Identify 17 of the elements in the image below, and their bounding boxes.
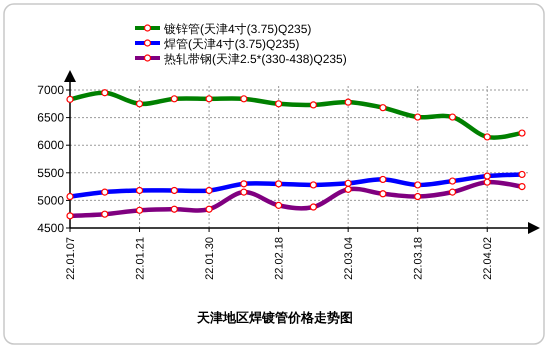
legend-label: 镀锌管(天津4寸(3.75)Q235)	[163, 22, 312, 36]
text: 天津地区焊镀管价格走势图	[196, 310, 353, 325]
y-tick-label: 4500	[37, 221, 64, 235]
x-tick-label: 22.01.30	[204, 237, 216, 280]
y-tick-label: 6500	[37, 110, 64, 125]
x-tick-label: 22.03.04	[343, 237, 356, 280]
y-tick-label: 5000	[37, 193, 64, 208]
x-tick-label: 22.01.21	[134, 237, 147, 280]
x-tick-label: 22.03.18	[412, 237, 425, 280]
x-tick-label: 22.01.07	[65, 237, 77, 280]
legend-label: 焊管(天津4寸(3.75)Q235)	[164, 37, 300, 51]
y-tick-label: 6000	[37, 138, 64, 152]
y-tick-label: 5500	[37, 166, 64, 180]
x-tick-label: 22.02.18	[274, 237, 286, 280]
y-tick-label: 7000	[37, 83, 64, 97]
x-tick-label: 22.04.02	[482, 237, 494, 280]
legend-label: 热轧带钢(天津2.5*(330-438)Q235)	[164, 52, 347, 66]
